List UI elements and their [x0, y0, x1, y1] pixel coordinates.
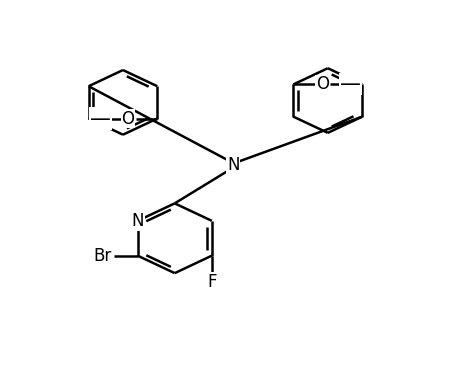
Text: —: —	[340, 74, 361, 94]
Text: —: —	[90, 108, 111, 128]
Text: Br: Br	[93, 247, 112, 265]
Text: O: O	[316, 75, 329, 93]
Text: O: O	[121, 110, 135, 128]
Text: F: F	[207, 273, 217, 291]
Text: N: N	[227, 156, 240, 174]
Text: N: N	[131, 212, 144, 230]
